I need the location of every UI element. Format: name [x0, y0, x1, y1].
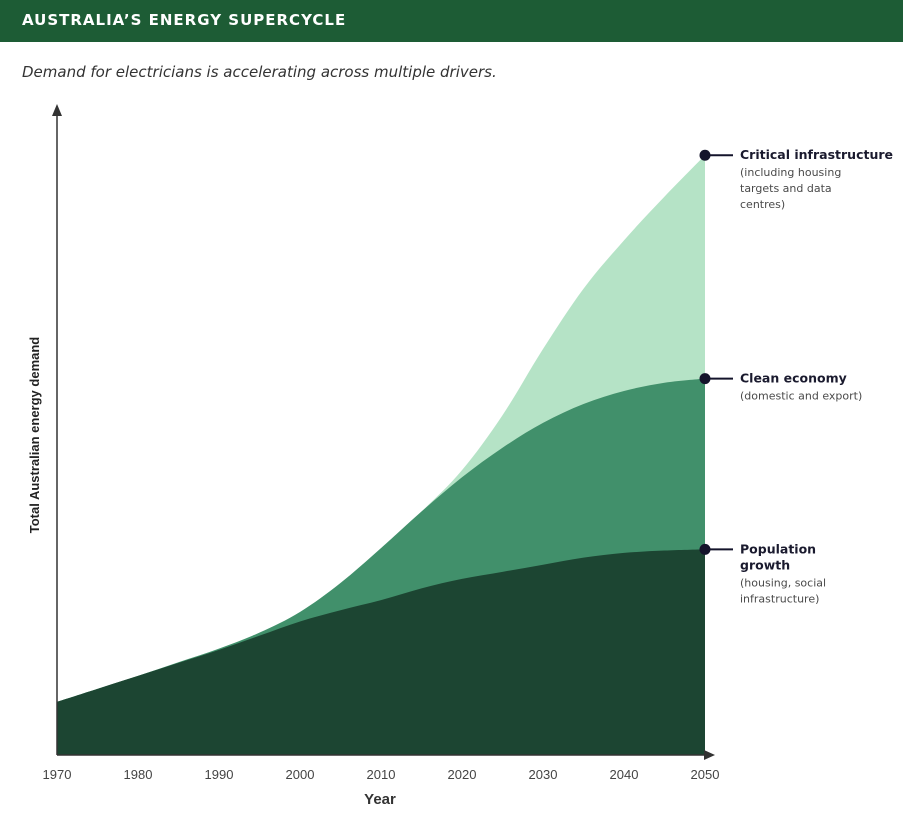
population-growth-sublabel: infrastructure)	[740, 592, 819, 605]
population-growth-area	[57, 549, 705, 755]
series-end-marker	[699, 543, 711, 555]
critical-infrastructure-label: Critical infrastructure	[740, 147, 893, 162]
population-growth-sublabel: (housing, social	[740, 576, 826, 589]
critical-infrastructure-sublabel: targets and data	[740, 182, 832, 195]
chart-subtitle: Demand for electricians is accelerating …	[22, 63, 497, 81]
x-tick-label: 2040	[610, 767, 639, 782]
population-growth-label: growth	[740, 557, 790, 572]
x-tick-label: 2050	[691, 767, 720, 782]
y-axis-title: Total Australian energy demand	[27, 337, 42, 534]
chart-axes	[52, 104, 715, 760]
header-bar: AUSTRALIA’S ENERGY SUPERCYCLE	[0, 0, 903, 42]
x-tick-label: 2030	[529, 767, 558, 782]
x-tick-label: 2010	[367, 767, 396, 782]
critical-infrastructure-sublabel: centres)	[740, 198, 785, 211]
series-end-marker	[699, 373, 711, 385]
x-tick-label: 2020	[448, 767, 477, 782]
stacked-areas	[57, 155, 705, 755]
x-tick-label: 1970	[43, 767, 72, 782]
y-axis-arrow-icon	[52, 104, 62, 116]
population-growth-label: Population	[740, 541, 816, 556]
clean-economy-sublabel: (domestic and export)	[740, 390, 862, 403]
x-tick-labels: 1970 1980 1990 2000 2010 2020 2030 2040 2050	[43, 767, 720, 782]
clean-economy-label: Clean economy	[740, 371, 847, 386]
x-axis-arrow-icon	[704, 750, 715, 760]
x-tick-label: 2000	[286, 767, 315, 782]
series-end-marker	[699, 149, 711, 161]
x-axis-title: Year	[364, 791, 396, 808]
header-title: AUSTRALIA’S ENERGY SUPERCYCLE	[22, 11, 347, 29]
critical-infrastructure-sublabel: (including housing	[740, 166, 841, 179]
x-tick-label: 1990	[205, 767, 234, 782]
x-tick-label: 1980	[124, 767, 153, 782]
